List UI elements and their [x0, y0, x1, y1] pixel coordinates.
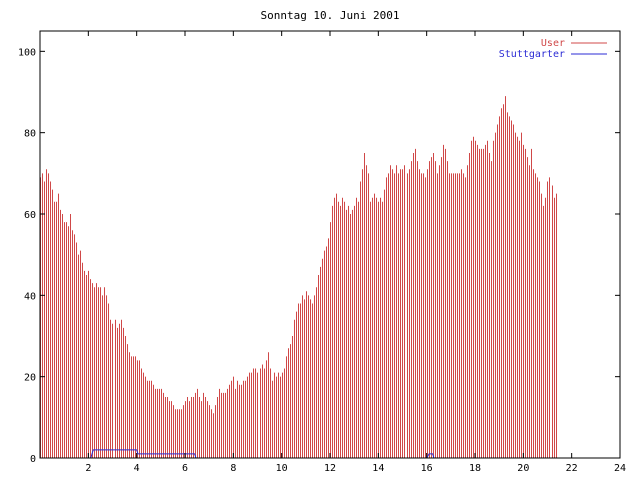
y-axis-ticks: 0 20 40 60 80 100	[18, 47, 620, 465]
x-tick-label: 4	[134, 463, 140, 474]
x-tick-label: 16	[421, 463, 433, 474]
x-tick-label: 12	[324, 463, 336, 474]
y-tick-label: 80	[24, 129, 36, 140]
y-tick-label: 60	[24, 210, 36, 221]
x-tick-label: 24	[614, 463, 626, 474]
legend-label: User	[541, 38, 565, 49]
x-tick-label: 6	[182, 463, 188, 474]
x-tick-label: 18	[469, 463, 481, 474]
stuttgarter-line	[40, 449, 620, 459]
x-tick-label: 22	[566, 463, 578, 474]
y-tick-label: 40	[24, 291, 36, 302]
y-tick-label: 20	[24, 373, 36, 384]
chart-title: Sonntag 10. Juni 2001	[260, 9, 399, 22]
x-tick-label: 10	[276, 463, 288, 474]
y-tick-label: 100	[18, 47, 36, 58]
stuttgarter-line-group	[40, 449, 620, 459]
x-tick-label: 8	[230, 463, 236, 474]
legend-label: Stuttgarter	[499, 49, 565, 60]
x-tick-label: 2	[85, 463, 91, 474]
x-tick-label: 14	[372, 463, 384, 474]
y-tick-label: 0	[30, 454, 36, 465]
x-axis-ticks: 2 4 6 8 10 12 14 16 18 20 22 24	[85, 31, 626, 474]
user-bars	[40, 96, 557, 458]
x-tick-label: 20	[517, 463, 529, 474]
